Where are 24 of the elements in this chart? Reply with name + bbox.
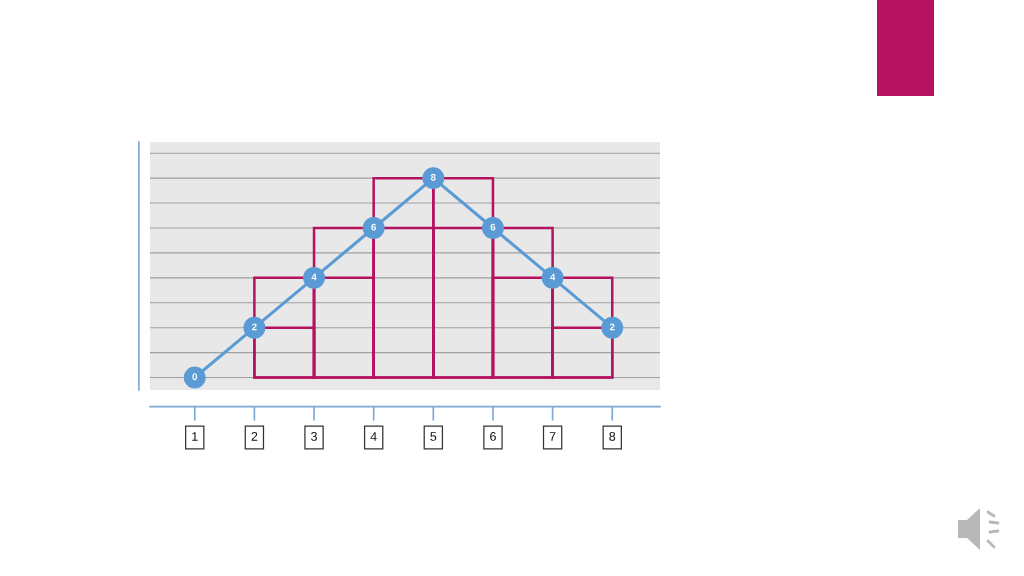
x-tick-label: 8	[609, 432, 616, 441]
x-tick-label: 5	[430, 432, 437, 441]
data-label: 4	[550, 273, 556, 281]
point	[482, 217, 504, 239]
x-tick-label: 6	[490, 432, 496, 441]
data-label: 6	[490, 223, 496, 231]
point	[362, 217, 385, 239]
data-label: 6	[371, 223, 377, 231]
point	[541, 266, 564, 289]
x-tick-label: 1	[192, 432, 198, 441]
point	[303, 266, 325, 289]
x-tick-label: 4	[370, 432, 377, 441]
data-label: 2	[609, 323, 615, 331]
data-label: 4	[311, 273, 317, 281]
data-label: 8	[430, 173, 436, 181]
point	[601, 316, 624, 339]
data-label: 2	[252, 323, 257, 331]
x-tick-label: 2	[251, 432, 258, 441]
point	[422, 167, 445, 190]
data-label: 0	[192, 373, 198, 381]
point	[243, 316, 266, 339]
x-tick-label: 7	[549, 432, 556, 441]
x-tick-label: 3	[311, 432, 317, 441]
point	[183, 366, 206, 389]
